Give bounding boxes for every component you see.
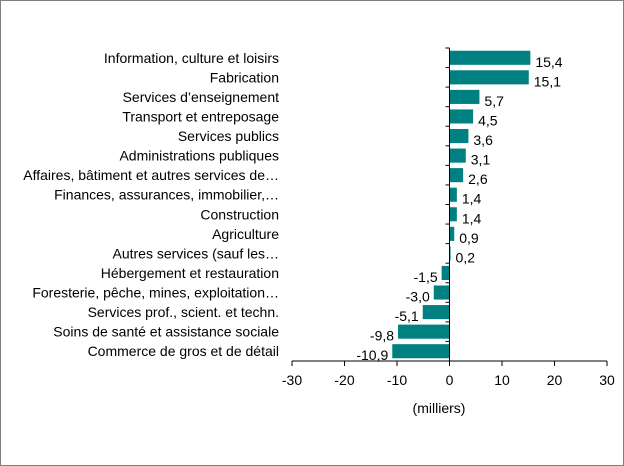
value-label: 1,4 <box>462 191 482 207</box>
x-tick-label: 20 <box>547 372 563 388</box>
bar <box>433 285 450 300</box>
bar <box>449 246 451 261</box>
bar <box>441 265 450 281</box>
category-label: Soins de santé et assistance sociale <box>53 324 279 340</box>
value-label: -10,9 <box>356 347 388 363</box>
bar <box>449 187 457 202</box>
bar <box>449 109 474 124</box>
category-label: Information, culture et loisirs <box>104 50 279 66</box>
value-label: 0,9 <box>459 230 479 246</box>
category-label: Commerce de gros et de détail <box>88 343 279 359</box>
value-label: 1,4 <box>462 210 482 226</box>
value-label: -1,5 <box>414 269 438 285</box>
x-axis-title: (milliers) <box>413 400 466 416</box>
category-label: Services prof., scient. et techn. <box>88 304 279 320</box>
x-tick-label: 10 <box>494 372 510 388</box>
axes-layer: -30 -20 -10 0 10 20 30 <box>282 47 615 388</box>
bar <box>449 89 480 104</box>
category-label: Agriculture <box>212 226 279 242</box>
bar <box>449 168 464 183</box>
category-label: Hébergement et restauration <box>101 265 279 281</box>
bar <box>449 50 531 65</box>
value-label: 0,2 <box>456 249 476 265</box>
category-label: Finances, assurances, immobilier,… <box>54 187 279 203</box>
x-tick-label: -20 <box>334 372 354 388</box>
x-tick-label: -10 <box>387 372 407 388</box>
bar <box>422 305 450 320</box>
value-label: 5,7 <box>484 93 504 109</box>
category-label: Fabrication <box>210 69 279 85</box>
category-label: Services d’enseignement <box>123 89 280 105</box>
bar <box>449 207 457 222</box>
category-label: Foresterie, pêche, mines, exploitation… <box>32 285 279 301</box>
category-label: Services publics <box>178 128 279 144</box>
category-label: Construction <box>200 206 279 222</box>
value-label: 3,6 <box>473 132 493 148</box>
value-label: -3,0 <box>406 289 430 305</box>
bar <box>449 70 529 85</box>
category-label: Autres services (sauf les… <box>113 245 280 261</box>
value-label: 2,6 <box>468 171 488 187</box>
bar <box>449 148 466 163</box>
category-label: Administrations publiques <box>119 148 279 164</box>
category-label: Affaires, bâtiment et autres services de… <box>23 167 279 183</box>
bars-layer <box>392 50 531 359</box>
x-tick-label: 0 <box>446 372 454 388</box>
x-tick-label: -30 <box>282 372 302 388</box>
bar <box>449 226 455 241</box>
x-tick-label: 30 <box>599 372 615 388</box>
bar <box>392 344 450 359</box>
value-label: -9,8 <box>370 328 394 344</box>
labels-layer: Information, culture et loisirs 15,4 Fabri… <box>23 50 563 363</box>
value-label: 4,5 <box>478 112 498 128</box>
category-label: Transport et entreposage <box>122 108 279 124</box>
value-label: 15,1 <box>534 73 561 89</box>
bar <box>398 324 450 339</box>
bar <box>449 128 469 144</box>
value-label: 3,1 <box>471 152 491 168</box>
value-label: 15,4 <box>535 54 562 70</box>
value-label: -5,1 <box>395 308 419 324</box>
